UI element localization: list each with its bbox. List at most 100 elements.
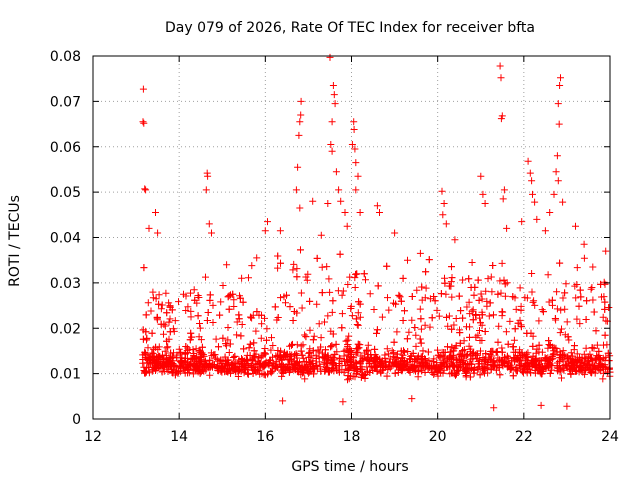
data-point [240,345,248,353]
data-point [385,306,393,314]
data-point [471,283,479,291]
data-point [222,340,230,348]
data-point [450,321,458,329]
data-point [412,331,420,339]
x-axis-label: GPS time / hours [291,459,408,475]
chart-title: Day 079 of 2026, Rate Of TEC Index for r… [165,20,535,36]
data-point [345,332,353,340]
data-point [397,347,405,355]
data-point [250,339,258,347]
data-point [602,353,610,361]
data-point [390,349,397,357]
data-point [288,356,295,364]
data-point [424,348,432,356]
data-point [326,288,334,296]
data-point [519,369,527,377]
data-point [161,347,169,355]
data-point [547,356,555,364]
data-point [561,289,569,297]
data-point [403,335,411,343]
data-point [527,369,535,377]
data-point [288,341,295,349]
data-point [365,356,373,364]
data-point [416,249,424,257]
data-point [194,368,202,376]
data-point [445,312,453,320]
data-point [529,298,537,306]
data-point [257,334,265,342]
data-point [434,351,442,359]
data-point [599,375,607,383]
data-point [252,350,260,358]
data-point [296,118,304,126]
data-point [571,342,578,350]
data-point [538,348,546,356]
data-point [514,319,522,327]
data-point [366,290,374,298]
data-point [467,352,475,360]
data-point [190,350,198,357]
data-point [180,290,187,298]
data-point [290,260,298,268]
data-point [184,369,191,377]
data-point [466,323,474,331]
data-point [463,303,471,311]
data-point [509,372,517,380]
data-point [483,302,491,310]
data-point [478,311,486,319]
data-point [490,311,497,319]
data-point [165,318,173,326]
data-point [147,307,155,315]
data-point [543,360,551,368]
data-point [487,273,495,281]
data-point [198,343,206,351]
data-point [306,348,314,356]
data-point [274,264,282,272]
data-point [154,229,162,237]
data-point [145,224,153,232]
data-point [356,209,364,216]
data-point [594,354,602,361]
data-point [293,273,301,281]
data-point [557,306,565,314]
data-point [253,254,261,262]
data-point [549,343,557,351]
data-point [186,361,194,368]
data-point [264,218,271,226]
data-point [439,358,447,366]
data-point [466,360,474,368]
data-point [152,209,159,216]
data-point [399,317,407,324]
data-point [173,354,181,362]
data-point [444,343,451,351]
data-point [417,339,425,347]
data-point [403,359,411,367]
data-point [448,369,455,377]
data-point [434,365,442,373]
data-point [324,200,332,207]
data-point [156,353,164,361]
data-point [517,306,525,314]
data-point [141,354,149,362]
data-point [343,356,351,364]
x-tick-label: 24 [601,429,619,445]
data-point [282,299,289,307]
data-point [477,172,485,180]
data-point [497,289,505,297]
data-point [491,361,498,369]
data-point [486,299,494,307]
data-point [431,297,439,305]
data-point [350,126,358,133]
data-point [148,329,156,337]
data-point [466,333,473,341]
data-point [433,368,441,376]
data-point [553,288,561,296]
data-point [168,359,176,367]
data-point [406,364,414,372]
data-point [552,168,560,176]
data-point [343,222,351,230]
data-point [513,356,521,364]
data-point [321,318,328,326]
data-point [258,320,266,328]
data-point [501,280,509,288]
